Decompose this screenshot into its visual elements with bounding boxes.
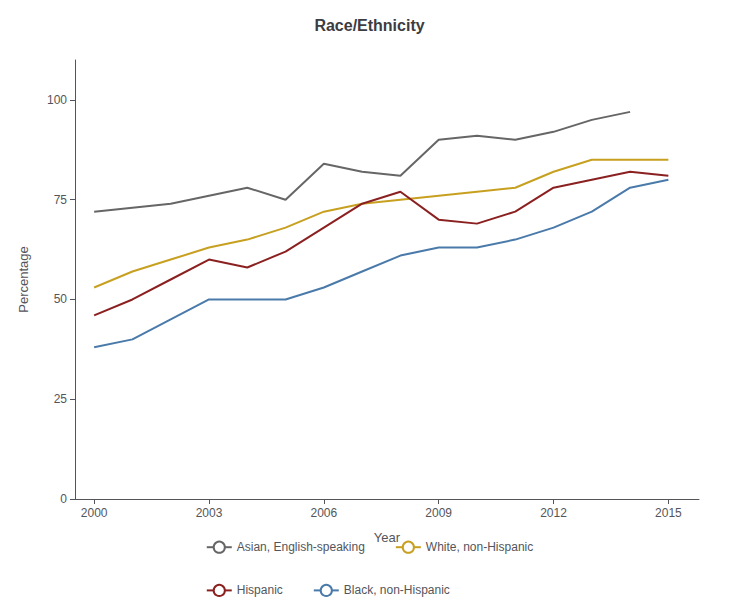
svg-text:2003: 2003 — [196, 506, 223, 520]
svg-text:2012: 2012 — [540, 506, 567, 520]
svg-text:Year: Year — [374, 530, 401, 545]
svg-text:25: 25 — [54, 392, 68, 406]
svg-text:Percentage: Percentage — [16, 246, 31, 313]
svg-text:2009: 2009 — [425, 506, 452, 520]
svg-text:White, non-Hispanic: White, non-Hispanic — [426, 540, 533, 554]
svg-text:Race/Ethnicity: Race/Ethnicity — [314, 17, 424, 34]
svg-text:2015: 2015 — [655, 506, 682, 520]
svg-text:75: 75 — [54, 193, 68, 207]
svg-text:0: 0 — [60, 492, 67, 506]
svg-text:Black, non-Hispanic: Black, non-Hispanic — [344, 583, 450, 597]
svg-text:Hispanic: Hispanic — [237, 583, 283, 597]
svg-text:Asian, English-speaking: Asian, English-speaking — [237, 540, 365, 554]
svg-text:50: 50 — [54, 292, 68, 306]
svg-text:2006: 2006 — [310, 506, 337, 520]
svg-text:2000: 2000 — [81, 506, 108, 520]
svg-text:100: 100 — [47, 93, 67, 107]
